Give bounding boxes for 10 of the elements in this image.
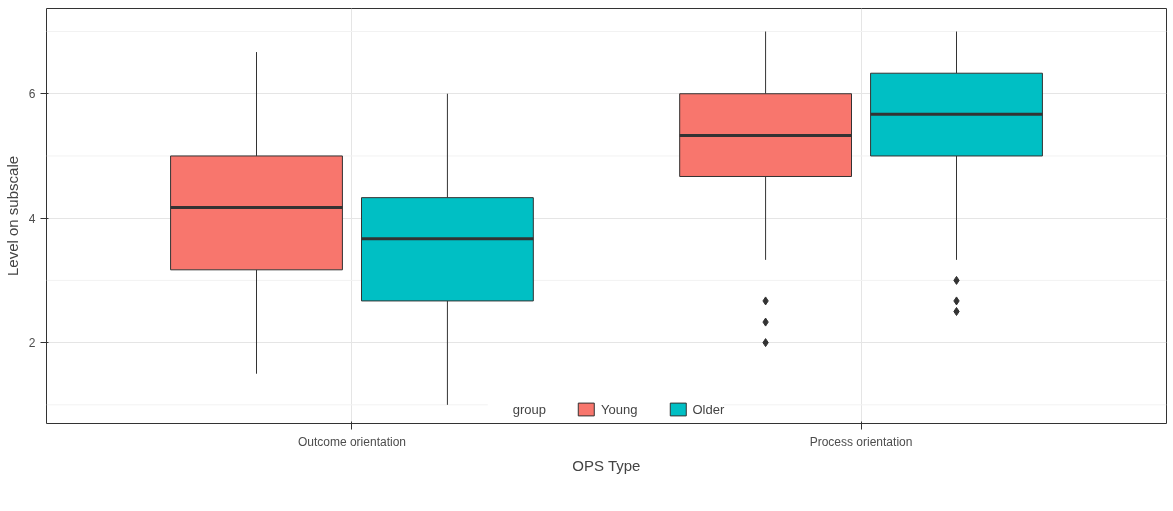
legend-label: Older xyxy=(692,401,725,417)
x-axis-title: OPS Type xyxy=(572,456,641,474)
y-tick-label: 4 xyxy=(28,211,36,226)
x-tick-label: Outcome orientation xyxy=(297,434,406,449)
legend-title: group xyxy=(512,401,547,417)
y-axis-title: Level on subscale xyxy=(3,155,21,277)
legend-label: Young xyxy=(601,401,638,417)
x-tick-label: Process orientation xyxy=(809,434,913,449)
y-tick-label: 2 xyxy=(28,336,36,351)
y-tick-label: 6 xyxy=(28,87,36,102)
